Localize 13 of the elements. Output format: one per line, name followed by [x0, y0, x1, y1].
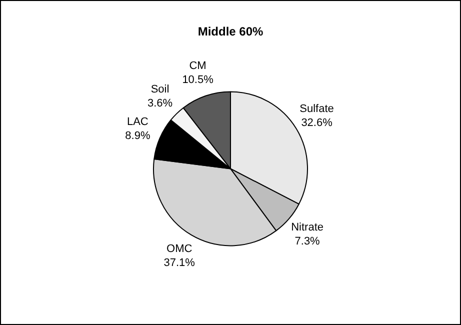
slice-label: Nitrate [291, 221, 324, 234]
data-label: 37.1% [164, 256, 196, 269]
data-label: 3.6% [147, 97, 173, 110]
slice-label: Soil [150, 83, 170, 96]
chart-title: Middle 60% [198, 24, 264, 39]
data-label: 32.6% [301, 117, 333, 130]
data-label: 10.5% [182, 74, 214, 86]
data-label: 7.3% [294, 235, 320, 248]
slice-label: OMC [166, 242, 192, 255]
slice-label: Sulfate [300, 103, 334, 116]
slice-label: LAC [126, 116, 148, 128]
data-label: 8.9% [125, 130, 150, 142]
slice-label: CM [189, 60, 206, 72]
